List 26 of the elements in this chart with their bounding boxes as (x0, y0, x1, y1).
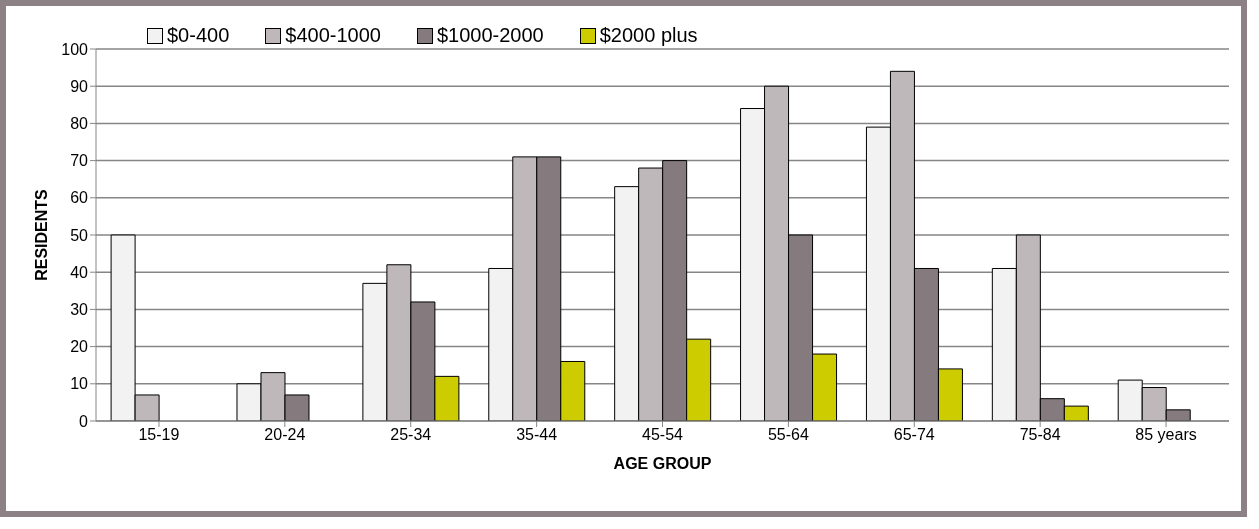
x-tick-label: 20-24 (264, 426, 306, 444)
y-axis-title: RESIDENTS (32, 188, 50, 281)
x-tick-label: 45-54 (642, 426, 684, 444)
y-tick-label: 40 (70, 263, 89, 281)
y-tick-label: 70 (70, 152, 89, 170)
legend-label: $2000 plus (599, 24, 698, 47)
y-tick-label: 60 (70, 189, 89, 207)
y-tick-label: 100 (61, 40, 89, 58)
x-tick-label: 65-74 (893, 426, 935, 444)
y-tick-label: 90 (70, 77, 89, 95)
y-tick-label: 10 (70, 375, 89, 393)
x-tick-label: 55-64 (767, 426, 809, 444)
y-tick-label: 20 (70, 338, 89, 356)
y-tick-label: 0 (79, 412, 89, 430)
y-tick-label: 50 (70, 226, 89, 244)
y-tick-label: 30 (70, 301, 89, 319)
x-tick-label: 85 years (1135, 426, 1197, 444)
x-tick-label: 25-34 (390, 426, 432, 444)
legend-label: $400-1000 (285, 24, 381, 47)
x-axis-title: AGE GROUP (613, 455, 712, 472)
x-tick-label: 15-19 (138, 426, 180, 444)
legend-label: $0-400 (167, 24, 230, 47)
y-tick-label: 80 (70, 115, 89, 133)
x-tick-label: 35-44 (516, 426, 558, 444)
legend-label: $1000-2000 (436, 24, 544, 47)
x-tick-label: 75-84 (1019, 426, 1061, 444)
